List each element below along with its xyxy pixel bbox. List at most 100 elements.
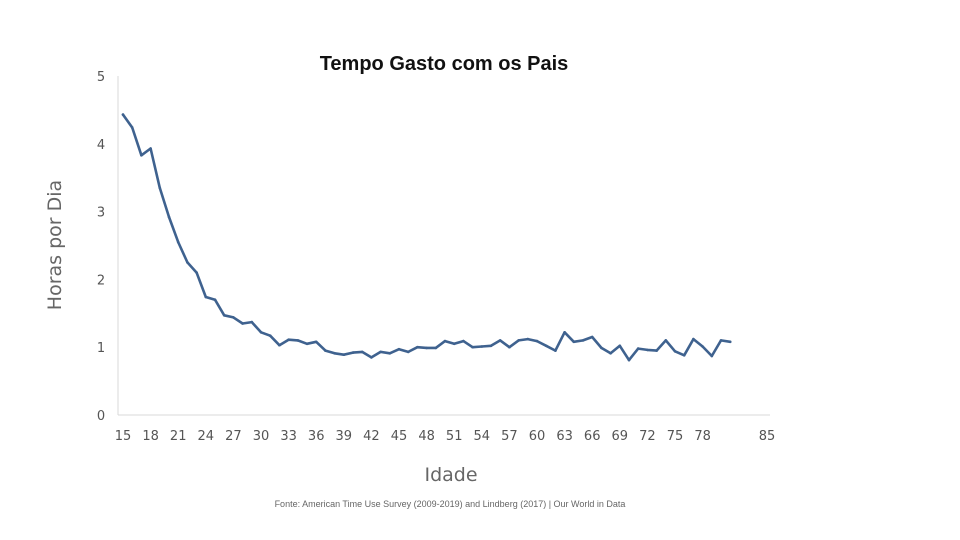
data-point: [664, 339, 668, 342]
x-tick-label: 15: [115, 429, 132, 444]
data-point: [535, 339, 539, 343]
x-tick-label: 60: [529, 429, 546, 444]
data-point: [701, 345, 704, 348]
data-point: [370, 356, 373, 359]
x-tick-label: 45: [391, 429, 408, 444]
data-point: [342, 353, 346, 357]
data-point: [232, 316, 235, 319]
data-point: [268, 334, 272, 338]
data-point: [149, 147, 152, 150]
data-point: [140, 154, 143, 157]
data-point: [324, 349, 327, 352]
data-point: [379, 350, 382, 354]
data-point: [508, 345, 511, 349]
x-tick-label: 36: [308, 429, 325, 444]
data-point: [489, 344, 493, 348]
x-tick-labels: 15 18 21 24 27 30 33 36 39 42 45 48 51 54 57 60 63 66 69 72…: [115, 429, 776, 444]
x-tick-label: 66: [584, 429, 601, 444]
data-point: [186, 261, 189, 264]
data-point: [600, 346, 603, 350]
data-point: [682, 354, 686, 357]
data-point: [167, 215, 171, 219]
x-tick-label: 69: [612, 429, 629, 444]
chart-title: Tempo Gasto com os Pais: [320, 53, 569, 75]
data-point: [121, 113, 125, 116]
data-point: [563, 331, 566, 334]
data-points: [121, 113, 732, 362]
data-point: [130, 126, 134, 129]
data-point: [636, 347, 640, 350]
data-point: [278, 343, 281, 347]
x-tick-label: 85: [759, 429, 776, 444]
data-point: [544, 344, 548, 348]
x-tick-label: 63: [556, 429, 573, 444]
data-point: [728, 340, 732, 344]
y-tick-label: 3: [97, 206, 105, 221]
data-point: [360, 350, 364, 354]
data-point: [673, 350, 677, 353]
x-tick-label: 51: [446, 429, 463, 444]
x-axis-label: Idade: [424, 464, 477, 486]
data-point: [655, 349, 658, 352]
data-point: [462, 339, 465, 343]
data-point: [195, 271, 198, 274]
y-tick-label: 4: [97, 138, 105, 153]
data-point: [517, 339, 520, 342]
x-tick-label: 30: [253, 429, 270, 444]
data-point: [692, 337, 695, 341]
source-note: Fonte: American Time Use Survey (2009-20…: [275, 499, 626, 509]
data-point: [305, 342, 309, 346]
data-point: [158, 186, 162, 190]
y-axis-label: Horas por Dia: [44, 180, 66, 310]
x-tick-label: 21: [170, 429, 187, 444]
data-point: [719, 339, 723, 342]
data-point: [590, 335, 594, 339]
data-point: [618, 344, 622, 348]
data-point: [204, 295, 208, 299]
data-point: [452, 342, 456, 346]
y-tick-label: 5: [97, 70, 105, 85]
data-point: [176, 240, 180, 244]
x-tick-label: 72: [639, 429, 656, 444]
data-point: [259, 331, 263, 334]
data-point: [710, 354, 714, 358]
data-point: [213, 298, 217, 302]
x-tick-label: 78: [694, 429, 711, 444]
data-point: [250, 320, 254, 324]
series-line: [121, 113, 732, 362]
data-point: [388, 352, 392, 355]
data-point: [480, 345, 484, 348]
x-tick-label: 33: [280, 429, 297, 444]
data-point: [581, 339, 585, 342]
data-point: [498, 339, 502, 342]
data-point: [471, 345, 474, 349]
data-point: [572, 340, 576, 344]
y-tick-labels: 0 1 2 3 4 5: [97, 70, 105, 424]
data-point: [241, 322, 244, 325]
data-point: [526, 337, 530, 341]
y-tick-label: 1: [97, 341, 105, 356]
x-tick-label: 18: [142, 429, 159, 444]
data-point: [314, 340, 318, 344]
x-tick-label: 42: [363, 429, 380, 444]
y-tick-label: 0: [97, 409, 105, 424]
x-tick-label: 48: [418, 429, 435, 444]
x-tick-label: 24: [198, 429, 215, 444]
data-point: [416, 345, 419, 349]
data-point: [222, 314, 226, 317]
data-point: [425, 346, 428, 350]
data-point: [434, 346, 438, 350]
x-tick-label: 27: [225, 429, 242, 444]
data-point: [296, 339, 300, 342]
data-point: [287, 338, 290, 342]
data-point: [406, 350, 410, 354]
data-point: [443, 339, 447, 343]
data-point: [554, 349, 557, 352]
axes: [117, 76, 770, 416]
data-point: [609, 352, 612, 355]
data-point: [397, 347, 401, 351]
data-point: [646, 348, 649, 352]
data-point: [627, 358, 631, 362]
data-point: [351, 351, 355, 354]
